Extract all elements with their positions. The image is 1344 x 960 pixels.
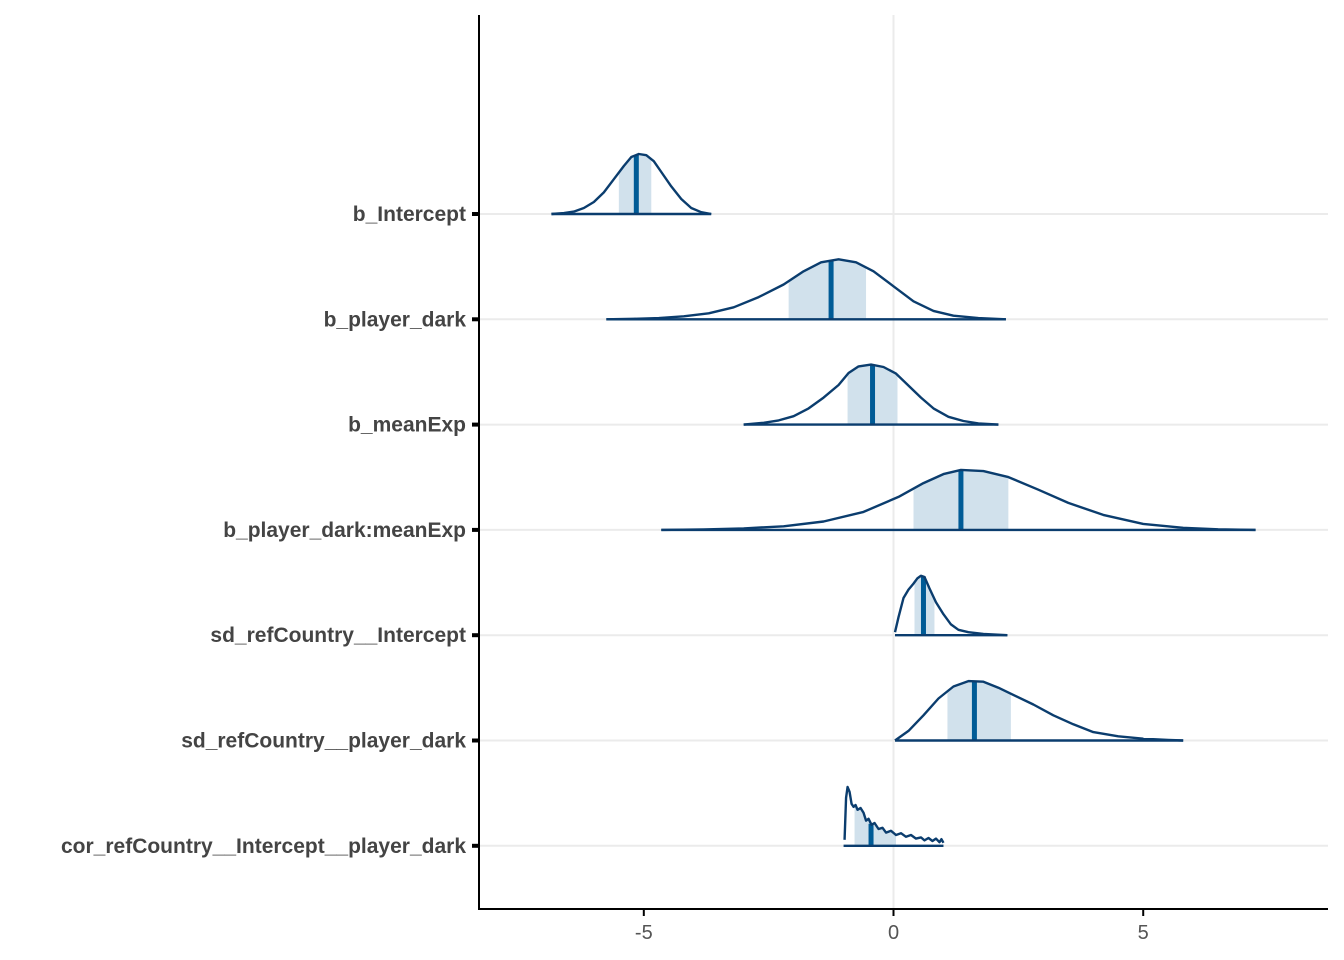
y-tick-label-b-meanexp: b_meanExp <box>348 414 466 437</box>
density-curve-cor-refcountry-intercept-player-dark <box>843 785 945 844</box>
y-tick-labels: b_Intercept b_player_dark b_meanExp b_playe… <box>61 203 479 858</box>
grid-lines <box>479 15 1328 909</box>
y-tick-label-b-player-dark-meanexp: b_player_dark:meanExp <box>223 519 466 542</box>
density-curve-b-meanexp <box>743 363 999 426</box>
x-tick-label-0: -5 <box>635 922 653 944</box>
density-curve-b-intercept <box>551 152 712 216</box>
x-tick-label-2: 5 <box>1138 922 1149 944</box>
interval-area-b-player-dark <box>788 259 867 320</box>
axes <box>478 15 1328 910</box>
y-tick-label-sd-refcountry-intercept: sd_refCountry__Intercept <box>210 624 466 647</box>
x-tick-labels: -5 0 5 <box>635 909 1149 944</box>
density-curve-sd-refcountry-player-dark <box>894 679 1184 742</box>
density-curve-b-player-dark-meanexp <box>661 468 1256 532</box>
density-curve-b-player-dark <box>606 258 1006 321</box>
interval-area-sd-refcountry-player-dark <box>947 681 1011 741</box>
x-tick-label-1: 0 <box>888 922 899 944</box>
y-tick-label-cor-refcountry-intercept-player-dark: cor_refCountry__Intercept__player_dark <box>61 835 466 858</box>
y-tick-label-sd-refcountry-player-dark: sd_refCountry__player_dark <box>181 730 466 753</box>
density-curve-sd-refcountry-intercept <box>893 574 1008 637</box>
y-tick-label-b-intercept: b_Intercept <box>353 203 466 226</box>
density-ridges <box>551 152 1256 847</box>
y-tick-label-b-player-dark: b_player_dark <box>324 308 467 331</box>
